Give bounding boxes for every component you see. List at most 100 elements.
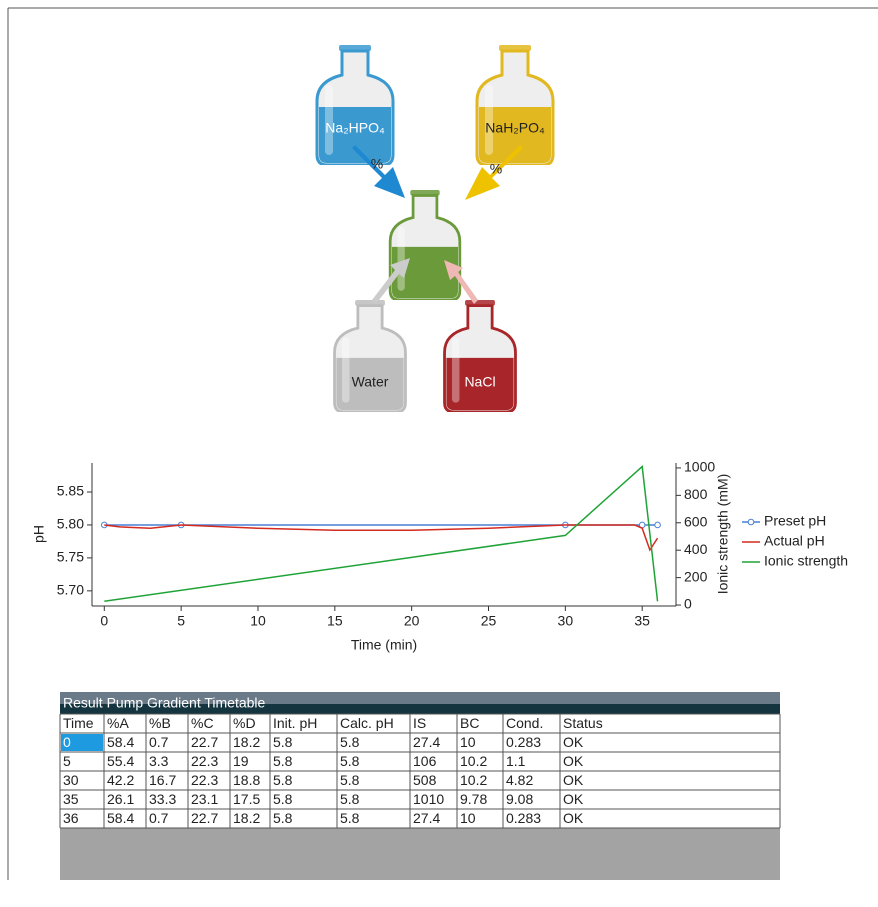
table-cell: 5.8: [340, 791, 360, 807]
table-header: Cond.: [506, 715, 543, 731]
table-header: BC: [460, 715, 479, 731]
arrow-gray: [372, 258, 410, 304]
x-axis-title: Time (min): [351, 637, 417, 653]
y-tick-label: 5.85: [57, 483, 84, 499]
table-title-underline: [60, 704, 780, 714]
flask-label: NaCl: [464, 374, 495, 390]
legend-label: Actual pH: [764, 533, 825, 549]
table-cell: 55.4: [107, 753, 134, 769]
y2-tick-label: 400: [684, 541, 708, 557]
table-cell: 5.8: [273, 791, 293, 807]
arrow-yellow: [465, 145, 523, 200]
table-cell: 3.3: [149, 753, 169, 769]
table-cell: 5.8: [273, 772, 293, 788]
y2-axis-title: Ionic strength (mM): [715, 474, 731, 595]
table-cell: OK: [563, 810, 584, 826]
x-tick-label: 25: [481, 613, 497, 629]
table-cell: 10: [460, 734, 476, 750]
table-header: %A: [107, 715, 129, 731]
y2-tick-label: 200: [684, 568, 708, 584]
table-cell: 22.3: [191, 772, 218, 788]
flask-label: NaH₂PO₄: [485, 120, 545, 136]
flask-label: Water: [352, 374, 389, 390]
y2-tick-label: 1000: [684, 459, 715, 475]
x-tick-label: 15: [327, 613, 343, 629]
table-cell: 17.5: [233, 791, 260, 807]
table-cell: 18.2: [233, 734, 260, 750]
x-tick-label: 30: [558, 613, 574, 629]
table-cell: 0.283: [506, 810, 541, 826]
y2-tick-label: 0: [684, 596, 692, 612]
table-cell: 5.8: [340, 772, 360, 788]
table-cell: 18.2: [233, 810, 260, 826]
table-cell: 106: [413, 753, 437, 769]
table-cell: OK: [563, 734, 584, 750]
table-header: Status: [563, 715, 603, 731]
x-tick-label: 10: [250, 613, 266, 629]
table-cell: 30: [63, 772, 79, 788]
table-header: Time: [63, 715, 94, 731]
table-header: Calc. pH: [340, 715, 394, 731]
table-cell: 36: [63, 810, 79, 826]
table-cell: 10.2: [460, 753, 487, 769]
table-cell: 22.3: [191, 753, 218, 769]
x-tick-label: 35: [634, 613, 650, 629]
table-header: %D: [233, 715, 256, 731]
table-cell: 42.2: [107, 772, 134, 788]
table-cell: 5.8: [273, 753, 293, 769]
table-cell: 5.8: [273, 810, 293, 826]
table-cell: 0.283: [506, 734, 541, 750]
table-title: Result Pump Gradient Timetable: [63, 695, 266, 711]
table-cell: OK: [563, 772, 584, 788]
legend-label: Ionic strength: [764, 553, 848, 569]
x-tick-label: 5: [177, 613, 185, 629]
x-tick-label: 20: [404, 613, 420, 629]
flask-yellow: [475, 45, 555, 165]
table-cell: 10.2: [460, 772, 487, 788]
legend-marker: [747, 518, 755, 526]
table-cell: 18.8: [233, 772, 260, 788]
table-cell: 58.4: [107, 810, 134, 826]
table-cell: 5.8: [340, 810, 360, 826]
table-cell: 0.7: [149, 734, 169, 750]
table-header: %B: [149, 715, 171, 731]
table-cell: 0.7: [149, 810, 169, 826]
series-line: [104, 465, 659, 603]
flask-label: Na₂HPO₄: [325, 120, 385, 136]
y2-tick-label: 600: [684, 513, 708, 529]
x-tick-label: 0: [100, 613, 108, 629]
y-tick-label: 5.80: [57, 516, 84, 532]
arrow-blue: [352, 145, 405, 198]
arrow-label: %: [371, 156, 383, 172]
table-cell: 1.1: [506, 753, 526, 769]
arrow-label: %: [490, 161, 502, 177]
table-cell: 508: [413, 772, 437, 788]
legend-label: Preset pH: [764, 513, 826, 529]
table-cell: 9.78: [460, 791, 487, 807]
table-cell: 9.08: [506, 791, 533, 807]
table-cell: 27.4: [413, 810, 440, 826]
table-cell: 22.7: [191, 734, 218, 750]
flask-green: [388, 190, 462, 300]
table-cell: 10: [460, 810, 476, 826]
table-header: Init. pH: [273, 715, 317, 731]
table-cell: 27.4: [413, 734, 440, 750]
flask-nacl: [443, 300, 517, 412]
table-cell: 35: [63, 791, 79, 807]
y-axis-title: pH: [31, 525, 47, 543]
table-cell: 16.7: [149, 772, 176, 788]
arrow-pink: [444, 260, 478, 304]
series-line: [104, 524, 659, 552]
table-cell: 23.1: [191, 791, 218, 807]
table-header: %C: [191, 715, 214, 731]
table-header: IS: [413, 715, 426, 731]
series-marker: [654, 521, 661, 529]
y-tick-label: 5.75: [57, 549, 84, 565]
table-cell: 5: [63, 753, 71, 769]
table-cell: 26.1: [107, 791, 134, 807]
table-title-bar: [60, 692, 780, 706]
table-cell: 22.7: [191, 810, 218, 826]
table-cell: 4.82: [506, 772, 533, 788]
